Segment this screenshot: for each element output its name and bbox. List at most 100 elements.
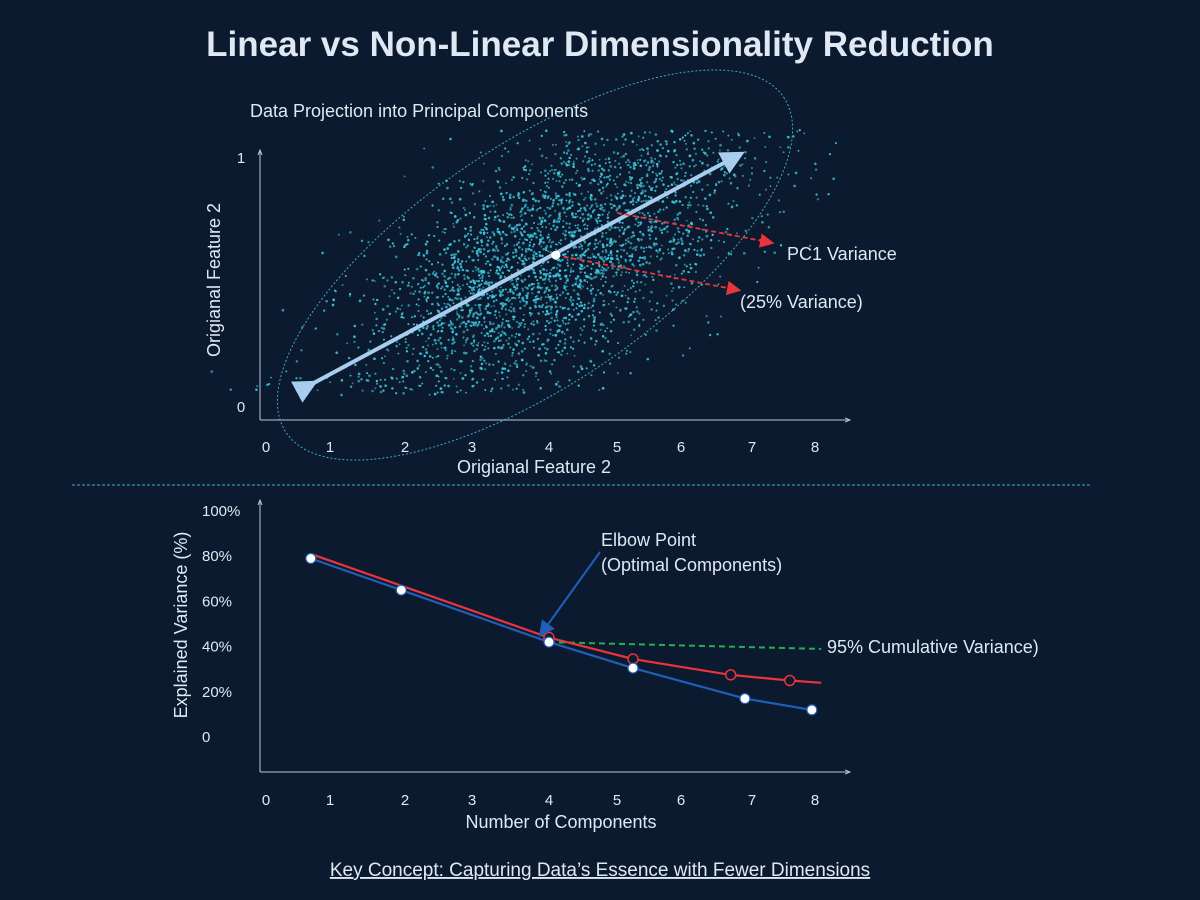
data-point	[646, 161, 650, 164]
data-point	[525, 302, 528, 305]
data-point	[486, 292, 489, 296]
data-point	[545, 156, 548, 159]
data-point	[624, 266, 627, 270]
data-point	[485, 305, 488, 308]
data-point	[583, 318, 586, 321]
data-point	[667, 252, 670, 255]
data-point	[474, 304, 477, 307]
data-point	[651, 170, 654, 174]
data-point	[595, 268, 598, 271]
data-point	[494, 249, 497, 252]
data-point	[412, 276, 415, 280]
data-point	[454, 253, 458, 256]
data-point	[538, 254, 542, 257]
data-point	[422, 316, 425, 319]
data-point	[654, 179, 657, 182]
data-point	[598, 188, 601, 192]
data-point	[665, 225, 668, 229]
data-point	[599, 180, 603, 184]
data-point	[637, 259, 641, 263]
data-point	[583, 303, 586, 306]
data-point	[544, 346, 547, 350]
data-point	[598, 158, 601, 161]
data-point	[468, 290, 471, 293]
data-point	[572, 162, 575, 166]
data-point	[484, 307, 488, 311]
data-point	[459, 265, 463, 269]
data-point	[591, 304, 595, 307]
data-point	[589, 289, 593, 292]
data-point	[363, 254, 366, 258]
data-point	[508, 337, 511, 340]
data-point	[666, 149, 670, 153]
data-point	[739, 164, 742, 167]
data-point	[665, 294, 668, 297]
data-point	[628, 160, 631, 164]
data-point	[475, 381, 479, 384]
series-line	[310, 557, 813, 711]
data-point	[592, 297, 596, 301]
data-point	[476, 241, 479, 245]
data-point	[499, 219, 502, 223]
data-point	[500, 242, 504, 245]
data-point	[512, 251, 515, 254]
data-point	[435, 296, 438, 299]
data-point	[601, 266, 604, 269]
data-point	[555, 179, 558, 182]
data-point	[746, 139, 749, 143]
data-point	[796, 130, 799, 133]
data-point	[531, 245, 534, 248]
data-point	[414, 290, 417, 293]
data-point	[612, 179, 615, 182]
data-point	[475, 252, 479, 255]
data-point	[502, 288, 504, 291]
data-point	[672, 324, 675, 327]
data-point	[673, 218, 676, 221]
data-point	[697, 138, 700, 141]
data-point	[719, 315, 723, 318]
data-point	[576, 277, 579, 280]
data-point	[547, 172, 550, 175]
data-point	[570, 296, 573, 299]
data-point	[369, 340, 372, 343]
data-point	[429, 366, 433, 370]
data-point	[634, 248, 637, 252]
data-point	[571, 253, 574, 257]
data-point	[460, 316, 464, 319]
data-point	[719, 143, 722, 147]
data-point	[620, 156, 623, 159]
data-point	[573, 215, 577, 219]
data-point	[564, 237, 567, 240]
data-point	[511, 302, 513, 305]
data-point	[551, 202, 555, 205]
data-point	[623, 201, 626, 204]
data-point	[418, 252, 421, 255]
data-point	[512, 216, 515, 219]
data-point	[682, 253, 686, 257]
data-point	[642, 199, 645, 203]
data-point	[469, 229, 472, 232]
data-point	[595, 202, 598, 205]
data-point	[618, 244, 621, 247]
data-point	[516, 282, 519, 285]
data-point	[618, 229, 622, 232]
data-point	[568, 202, 571, 205]
data-point	[672, 160, 675, 164]
data-point	[548, 370, 552, 373]
data-point	[757, 266, 760, 269]
data-point	[489, 263, 492, 267]
data-point	[456, 313, 459, 316]
data-point	[647, 225, 650, 229]
data-point	[452, 262, 455, 265]
data-point	[536, 321, 539, 324]
data-point	[549, 280, 552, 283]
data-point	[662, 304, 666, 308]
data-point	[563, 151, 566, 154]
data-point	[486, 205, 489, 208]
data-point	[516, 142, 519, 145]
data-point	[600, 269, 602, 271]
data-point	[530, 282, 534, 286]
data-point	[399, 233, 402, 235]
data-point	[337, 233, 340, 236]
data-point	[561, 185, 564, 188]
